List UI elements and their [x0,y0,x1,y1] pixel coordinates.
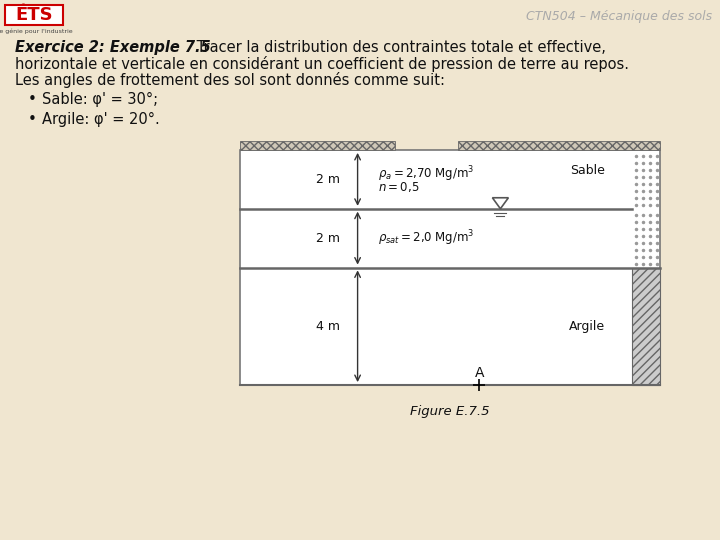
Text: Les angles de frottement des sol sont donnés comme suit:: Les angles de frottement des sol sont do… [15,72,445,88]
Bar [240,141,395,150]
Text: Sable: φ' = 30°;: Sable: φ' = 30°; [42,92,158,107]
Text: 2 m: 2 m [315,232,340,245]
Text: Sable: Sable [570,164,605,177]
Text: $\rho_a = 2{,}70 \; \mathrm{Mg/m^3}$: $\rho_a = 2{,}70 \; \mathrm{Mg/m^3}$ [377,164,474,184]
Text: 4 m: 4 m [315,320,340,333]
Text: •: • [28,92,37,107]
Text: 2 m: 2 m [315,173,340,186]
Text: $\rho_{sat} = 2{,}0 \; \mathrm{Mg/m^3}$: $\rho_{sat} = 2{,}0 \; \mathrm{Mg/m^3}$ [377,228,474,248]
Text: CTN504 – Mécanique des sols: CTN504 – Mécanique des sols [526,10,712,23]
Text: •: • [28,112,37,127]
Text: Figure E.7.5: Figure E.7.5 [410,405,490,418]
Text: Argile: Argile [569,320,605,333]
Text: horizontale et verticale en considérant un coefficient de pression de terre au r: horizontale et verticale en considérant … [15,56,629,72]
Bar [459,141,660,150]
Text: $n = 0{,}5$: $n = 0{,}5$ [377,180,419,194]
FancyBboxPatch shape [5,5,63,25]
Text: Argile: φ' = 20°.: Argile: φ' = 20°. [42,112,160,127]
Text: A: A [474,366,484,380]
Text: Tracer la distribution des contraintes totale et effective,: Tracer la distribution des contraintes t… [192,40,606,55]
Bar [240,150,660,385]
Text: Le génie pour l'industrie: Le génie pour l'industrie [0,28,72,33]
Text: ÉTS: ÉTS [15,6,53,24]
Bar [632,267,660,385]
Text: Exercice 2: Exemple 7.5: Exercice 2: Exemple 7.5 [15,40,211,55]
